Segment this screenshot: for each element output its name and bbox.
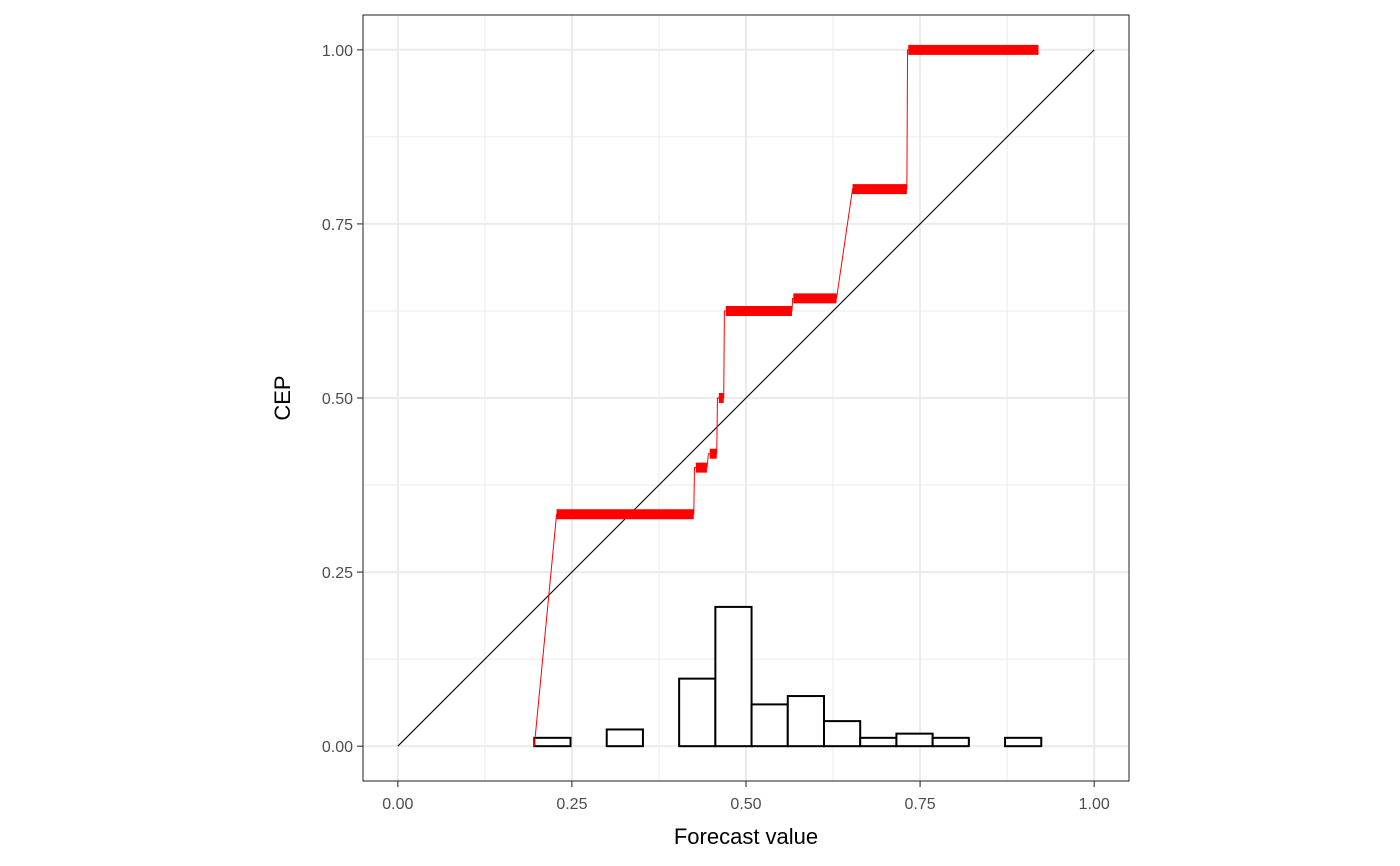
cep-series bbox=[533, 44, 1039, 747]
x-tick-label: 0.00 bbox=[382, 796, 413, 813]
y-tick-label: 0.75 bbox=[322, 217, 353, 234]
diagonal-reference bbox=[397, 49, 1095, 747]
y-tick-label: 1.00 bbox=[322, 43, 353, 60]
histogram-bar bbox=[859, 736, 898, 748]
x-tick-label: 0.75 bbox=[905, 796, 936, 813]
histogram-bar bbox=[605, 728, 644, 748]
y-axis: 0.00 0.25 0.50 0.75 1.00 bbox=[322, 43, 363, 756]
x-axis-title: Forecast value bbox=[674, 824, 818, 849]
histogram-bar bbox=[1004, 736, 1043, 748]
y-tick-label: 0.50 bbox=[322, 391, 353, 408]
x-tick-label: 0.25 bbox=[556, 796, 587, 813]
y-tick-label: 0.25 bbox=[322, 565, 353, 582]
x-tick-label: 0.50 bbox=[730, 796, 761, 813]
histogram-bar bbox=[750, 703, 789, 748]
histogram-bar bbox=[822, 720, 862, 748]
histogram-bar bbox=[786, 695, 825, 748]
histogram-bar bbox=[895, 732, 934, 748]
diagonal-line bbox=[397, 49, 1095, 747]
histogram-bar bbox=[931, 736, 970, 748]
histogram bbox=[533, 605, 1043, 748]
histogram-bar bbox=[714, 605, 753, 748]
histogram-bar bbox=[533, 736, 572, 748]
x-axis: 0.00 0.25 0.50 0.75 1.00 bbox=[382, 781, 1110, 813]
y-axis-title: CEP bbox=[270, 375, 295, 420]
y-tick-label: 0.00 bbox=[322, 739, 353, 756]
x-tick-label: 1.00 bbox=[1079, 796, 1110, 813]
plot-panel bbox=[362, 14, 1130, 782]
histogram-bar bbox=[678, 677, 717, 748]
